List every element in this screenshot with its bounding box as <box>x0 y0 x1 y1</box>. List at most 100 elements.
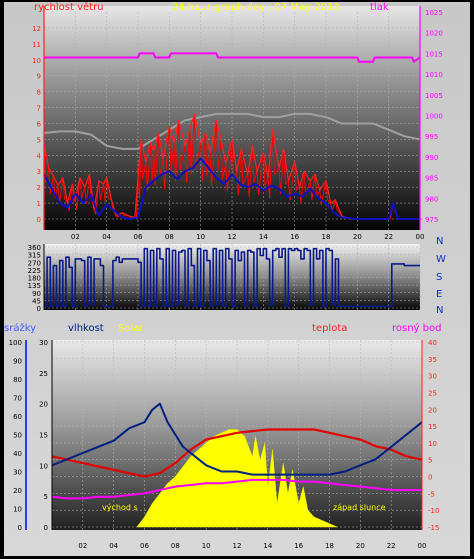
direction-tick-label: 180 <box>28 275 41 283</box>
x-tick-label: 14 <box>259 233 268 241</box>
temperature-tick-label: -15 <box>428 524 439 532</box>
temperature-tick-label: 25 <box>428 389 437 397</box>
wind-tick-label: 6 <box>37 120 42 128</box>
pressure-tick-label: 990 <box>425 154 438 162</box>
humidity-tick-label: 5 <box>44 493 48 501</box>
wind-tick-label: 3 <box>37 168 41 176</box>
direction-compass-label: N <box>436 305 443 316</box>
x-tick-label: 22 <box>384 233 393 241</box>
direction-compass-label: E <box>436 289 442 300</box>
rain-tick-label: 70 <box>13 395 22 403</box>
pressure-tick-label: 975 <box>425 216 438 224</box>
pressure-line <box>44 52 421 63</box>
temperature-solar-series <box>51 402 423 528</box>
temperature-tick-label: 35 <box>428 356 437 364</box>
direction-compass-label: N <box>436 236 443 247</box>
direction-tick-label: 0 <box>37 305 41 313</box>
wind-pressure-axes: 0123456789101112975980985990995100010051… <box>32 6 443 241</box>
humidity-tick-label: 25 <box>39 370 48 378</box>
x-tick-label: 20 <box>356 542 365 550</box>
solar-label: Solar <box>118 323 144 334</box>
direction-tick-label: 45 <box>32 297 41 305</box>
x-tick-label: 10 <box>202 542 211 550</box>
x-tick-label: 08 <box>165 233 174 241</box>
temperature-tick-label: 30 <box>428 373 437 381</box>
wind-tick-label: 9 <box>37 73 41 81</box>
pressure-tick-label: 1015 <box>425 50 443 58</box>
pressure-tick-label: 980 <box>425 195 438 203</box>
x-tick-label: 06 <box>140 542 149 550</box>
x-tick-label: 08 <box>171 542 180 550</box>
wind-tick-label: 0 <box>37 216 41 224</box>
direction-tick-label: 225 <box>28 267 41 275</box>
x-tick-label: 18 <box>325 542 334 550</box>
x-tick-label: 22 <box>387 542 396 550</box>
temperature-tick-label: 10 <box>428 440 437 448</box>
pressure-tick-label: 985 <box>425 175 438 183</box>
sunset-annotation: západ slunce <box>333 503 386 512</box>
humidity-line <box>51 402 423 476</box>
humidity-tick-label: 30 <box>39 339 48 347</box>
wind-tick-label: 1 <box>37 200 41 208</box>
temperature-tick-label: 5 <box>428 457 432 465</box>
x-tick-label: 02 <box>78 542 87 550</box>
x-tick-label: 16 <box>294 542 303 550</box>
x-tick-label: 00 <box>416 233 425 241</box>
dewpoint-line <box>51 478 422 500</box>
rain-tick-label: 10 <box>13 506 22 514</box>
x-tick-label: 12 <box>233 542 242 550</box>
pressure-tick-label: 1010 <box>425 71 443 79</box>
temperature-tick-label: -10 <box>428 507 439 515</box>
rain-tick-label: 90 <box>13 358 22 366</box>
temperature-tick-label: 0 <box>428 474 432 482</box>
temperature-tick-label: -5 <box>428 490 435 498</box>
rain-tick-label: 50 <box>13 432 22 440</box>
wind-direction-line <box>44 247 420 308</box>
rain-tick-label: 20 <box>13 487 22 495</box>
wind-tick-label: 5 <box>37 136 41 144</box>
pressure-tick-label: 1000 <box>425 113 443 121</box>
wind-pressure-series <box>43 52 422 220</box>
direction-tick-label: 315 <box>28 252 41 260</box>
x-tick-label: 10 <box>196 233 205 241</box>
x-tick-label: 14 <box>263 542 272 550</box>
rain-tick-label: 100 <box>9 339 22 347</box>
x-tick-label: 04 <box>109 542 118 550</box>
pressure-tick-label: 1020 <box>425 30 443 38</box>
temp-max-line <box>43 112 421 150</box>
sunrise-annotation: východ s <box>102 503 138 512</box>
x-tick-label: 12 <box>228 233 237 241</box>
wind-tick-label: 2 <box>37 184 41 192</box>
rain-tick-label: 60 <box>13 413 22 421</box>
humidity-tick-label: 0 <box>44 524 48 532</box>
x-tick-label: 18 <box>322 233 331 241</box>
direction-tick-label: 360 <box>28 244 41 252</box>
wind-tick-label: 8 <box>37 89 41 97</box>
rain-tick-label: 0 <box>18 524 22 532</box>
direction-tick-label: 90 <box>32 290 41 298</box>
average-wind-line <box>43 157 420 220</box>
direction-tick-label: 270 <box>28 259 41 267</box>
direction-series <box>44 247 420 308</box>
direction-compass-label: S <box>436 272 442 283</box>
temperature-tick-label: 40 <box>428 339 437 347</box>
x-tick-label: 06 <box>134 233 143 241</box>
solar-area <box>136 429 338 528</box>
rain-tick-label: 40 <box>13 450 22 458</box>
x-tick-label: 02 <box>71 233 80 241</box>
pressure-tick-label: 995 <box>425 133 438 141</box>
wind-line <box>43 113 420 220</box>
wind-speed-label: rychlost větru <box>34 1 104 13</box>
x-tick-label: 16 <box>290 233 299 241</box>
pressure-label: tlak <box>370 2 389 13</box>
rain-tick-label: 30 <box>13 469 22 477</box>
x-tick-label: 00 <box>418 542 427 550</box>
wind-tick-label: 11 <box>32 41 41 49</box>
wind-tick-label: 12 <box>32 25 41 33</box>
wind-tick-label: 4 <box>37 152 42 160</box>
dewpoint-label: rosný bod <box>392 322 441 334</box>
direction-tick-label: 135 <box>28 282 41 290</box>
humidity-tick-label: 10 <box>39 462 48 470</box>
